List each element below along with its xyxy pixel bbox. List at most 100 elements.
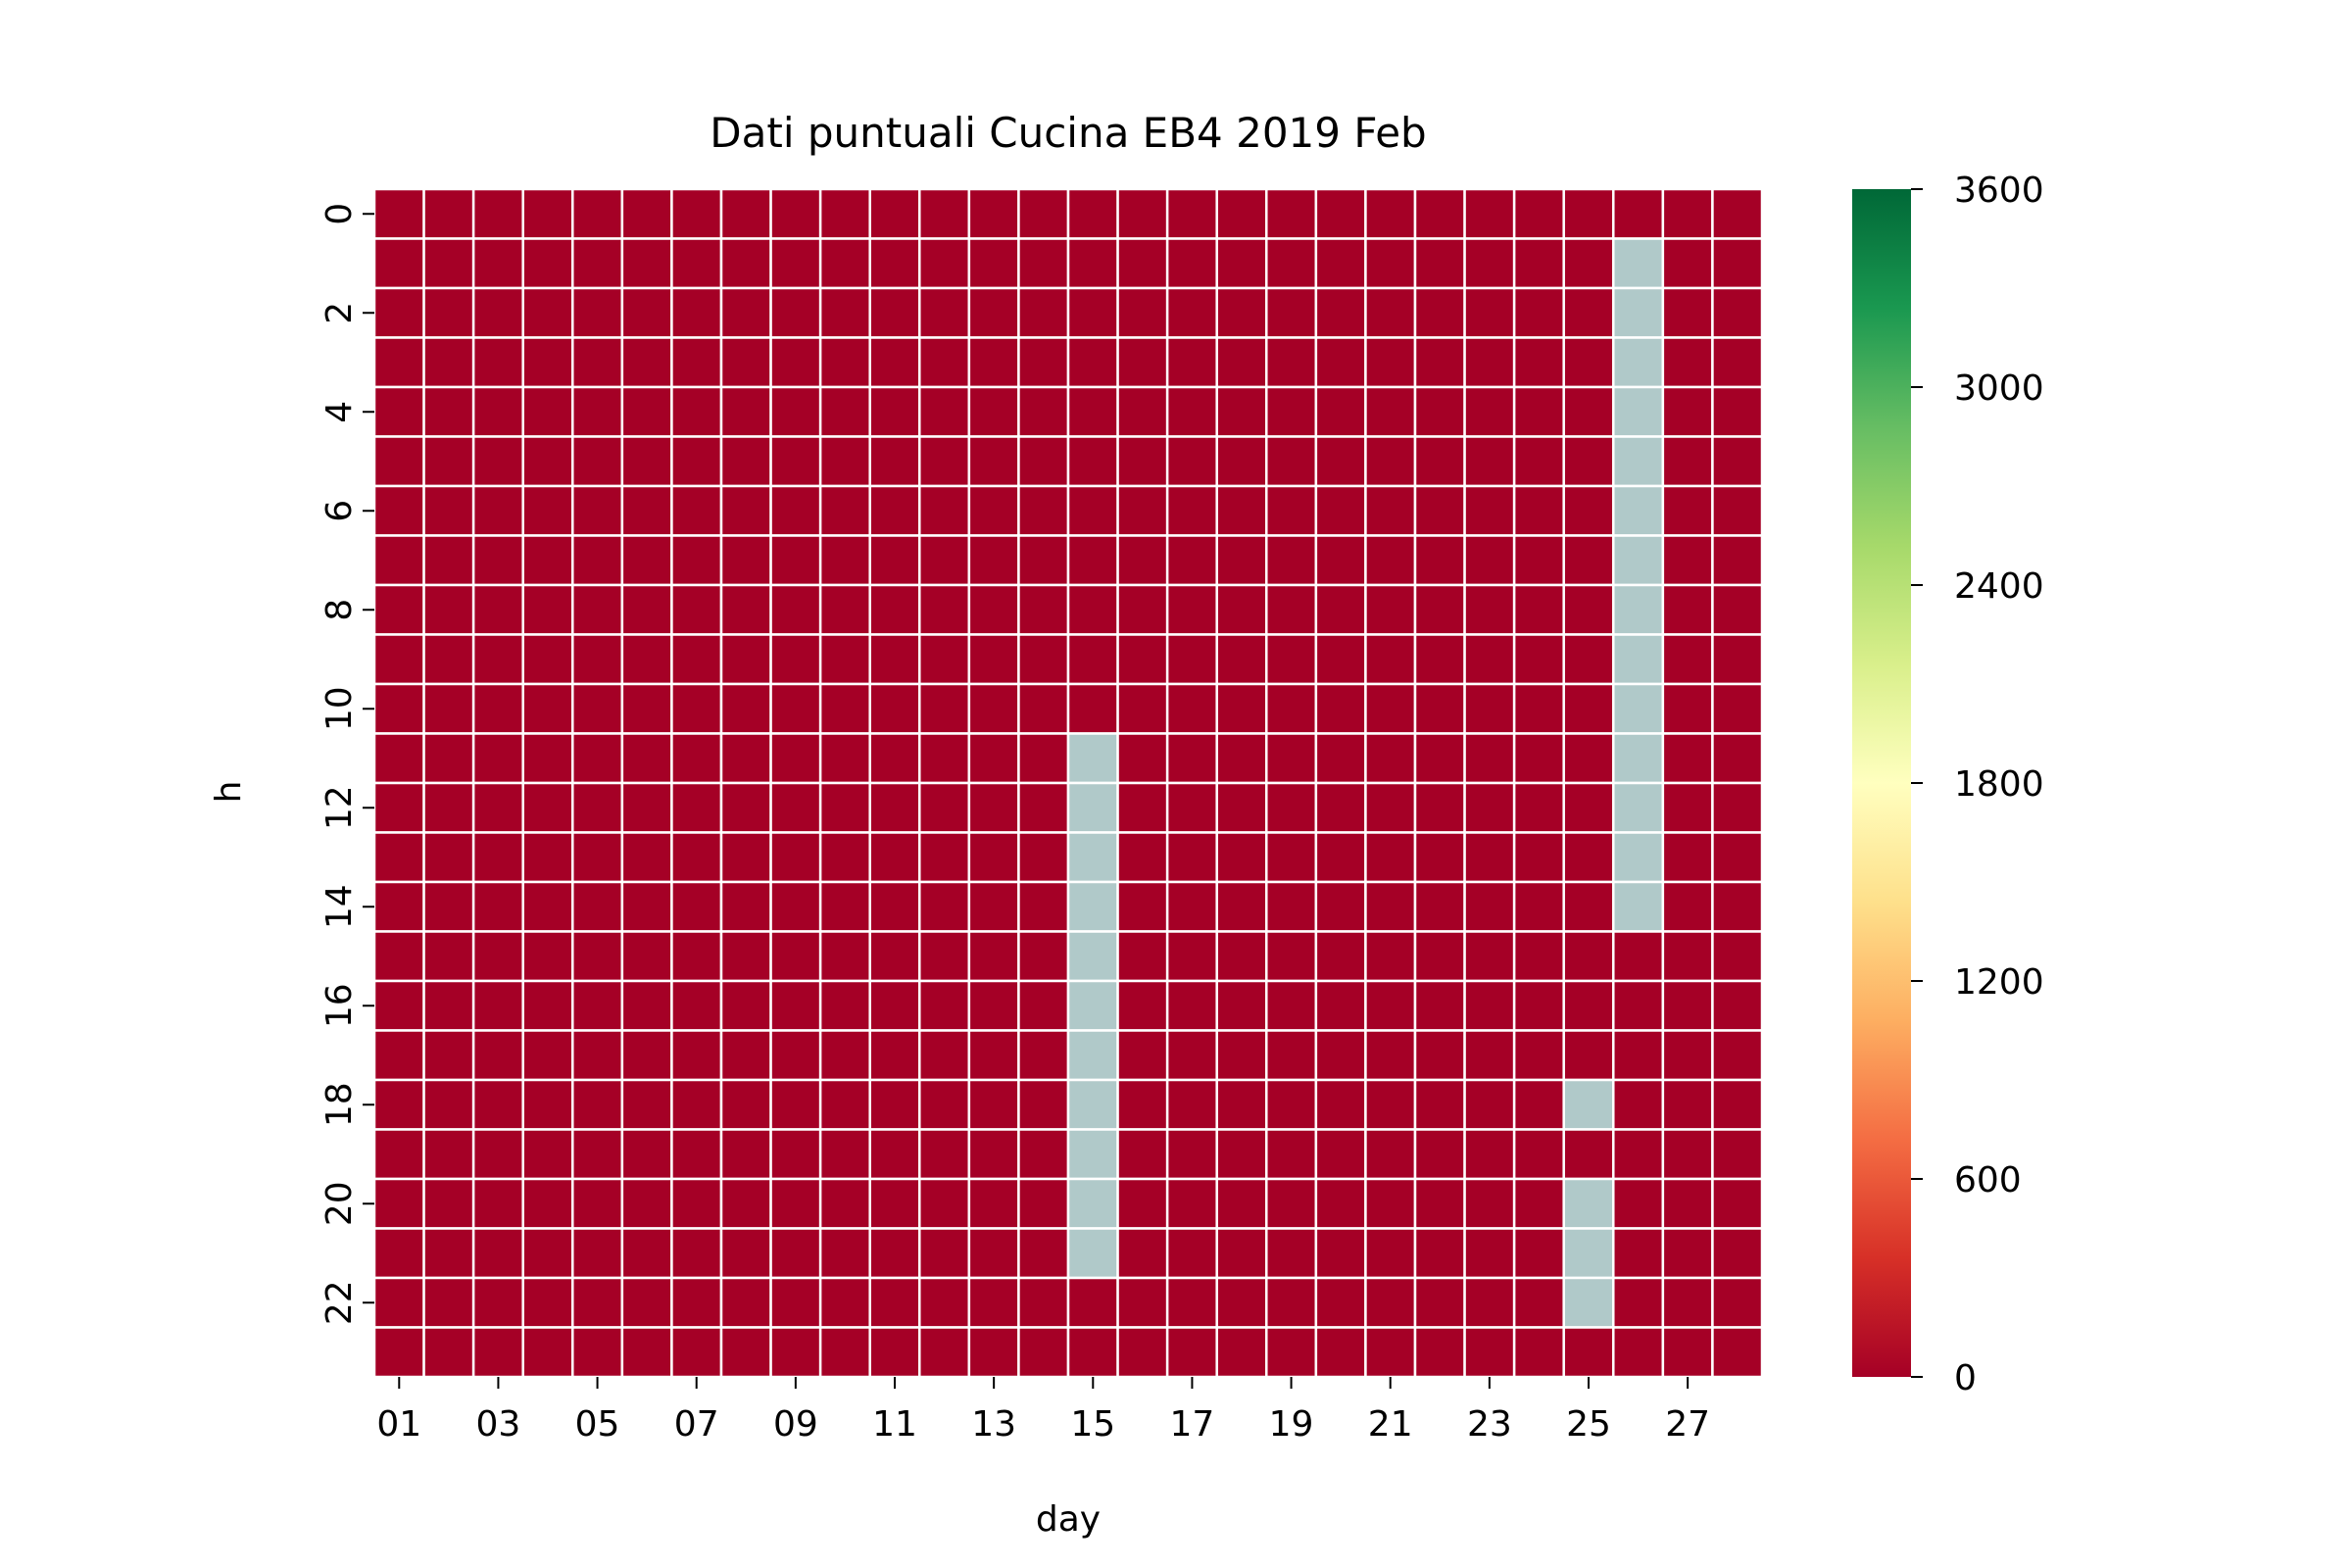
heatmap-cell xyxy=(1364,534,1417,587)
heatmap-cell xyxy=(918,1177,971,1230)
heatmap-cell xyxy=(868,1128,921,1181)
heatmap-cell xyxy=(1661,1177,1714,1230)
heatmap-cell xyxy=(521,1029,574,1082)
heatmap-cell xyxy=(571,435,624,488)
heatmap-cell xyxy=(868,1276,921,1329)
heatmap-cell xyxy=(769,633,822,686)
heatmap-cell xyxy=(1612,930,1665,983)
heatmap-cell xyxy=(868,930,921,983)
heatmap-cell xyxy=(1314,1177,1367,1230)
heatmap-cell xyxy=(1512,781,1565,834)
heatmap-cell xyxy=(1413,1078,1466,1131)
heatmap-cell xyxy=(670,979,723,1032)
heatmap-cell-missing xyxy=(1066,781,1119,834)
x-tick-label: 09 xyxy=(773,1404,818,1445)
heatmap-cell xyxy=(1711,880,1764,933)
heatmap-cell xyxy=(769,1177,822,1230)
heatmap-cell xyxy=(1661,880,1714,933)
colorbar-tick-label: 3600 xyxy=(1954,171,2044,211)
heatmap-cell xyxy=(1066,385,1119,438)
heatmap-cell xyxy=(471,1078,524,1131)
heatmap-cell xyxy=(422,930,475,983)
heatmap-cell xyxy=(967,1177,1020,1230)
heatmap-cell xyxy=(1314,979,1367,1032)
heatmap-cell xyxy=(471,1276,524,1329)
heatmap-cell xyxy=(1661,385,1714,438)
heatmap-cell xyxy=(1066,237,1119,290)
heatmap-cell xyxy=(1463,1276,1516,1329)
heatmap-cell xyxy=(1017,534,1070,587)
heatmap-cell xyxy=(1612,1227,1665,1280)
heatmap-cell xyxy=(1512,435,1565,488)
heatmap-cell xyxy=(1463,385,1516,438)
heatmap-cell xyxy=(1562,633,1615,686)
heatmap-cell xyxy=(620,1029,673,1082)
heatmap-cell xyxy=(1265,336,1318,389)
heatmap-cell xyxy=(471,435,524,488)
heatmap-cell xyxy=(719,1177,772,1230)
heatmap-cell xyxy=(1165,831,1218,884)
heatmap-cell xyxy=(719,1128,772,1181)
heatmap-cell xyxy=(1364,1029,1417,1082)
heatmap-cell xyxy=(719,336,772,389)
heatmap-cell xyxy=(1017,831,1070,884)
y-tick-label: 16 xyxy=(319,983,360,1028)
heatmap-cell xyxy=(1512,1276,1565,1329)
heatmap-cell xyxy=(1364,732,1417,785)
heatmap-cell xyxy=(967,286,1020,339)
heatmap-cell xyxy=(918,237,971,290)
heatmap-cell xyxy=(1314,781,1367,834)
heatmap-cell xyxy=(818,732,871,785)
heatmap-cell xyxy=(620,336,673,389)
heatmap-cell xyxy=(1215,1227,1268,1280)
heatmap-cell xyxy=(918,1326,971,1379)
heatmap-cell xyxy=(521,781,574,834)
heatmap-cell xyxy=(1116,1276,1169,1329)
heatmap-cell xyxy=(1562,237,1615,290)
heatmap-cell xyxy=(1017,484,1070,537)
heatmap-cell xyxy=(1314,336,1367,389)
heatmap-cell xyxy=(918,286,971,339)
heatmap-cell xyxy=(620,237,673,290)
heatmap-cell xyxy=(818,237,871,290)
heatmap-cell xyxy=(521,633,574,686)
heatmap-cell xyxy=(1364,484,1417,537)
heatmap-cell xyxy=(521,385,574,438)
heatmap-cell xyxy=(1364,187,1417,240)
heatmap-cell-missing xyxy=(1612,336,1665,389)
heatmap-cell xyxy=(521,732,574,785)
heatmap-cell xyxy=(918,1029,971,1082)
heatmap-cell xyxy=(918,484,971,537)
heatmap-cell xyxy=(1661,979,1714,1032)
heatmap-cell xyxy=(471,1326,524,1379)
heatmap-cell xyxy=(1215,930,1268,983)
heatmap-cell xyxy=(1512,1078,1565,1131)
heatmap-cell xyxy=(1661,781,1714,834)
heatmap-cell xyxy=(620,187,673,240)
heatmap-cell xyxy=(1215,633,1268,686)
heatmap-cell xyxy=(1512,286,1565,339)
heatmap-cell xyxy=(818,979,871,1032)
heatmap-cell xyxy=(868,880,921,933)
heatmap-cell xyxy=(868,336,921,389)
heatmap-cell xyxy=(620,286,673,339)
heatmap-cell-missing xyxy=(1066,1078,1119,1131)
heatmap-cell xyxy=(1364,336,1417,389)
colorbar-tick-label: 1800 xyxy=(1954,764,2044,805)
heatmap-cell xyxy=(571,336,624,389)
heatmap-cell xyxy=(1116,484,1169,537)
heatmap-cell xyxy=(719,682,772,735)
heatmap-cell xyxy=(1612,1029,1665,1082)
heatmap-cell xyxy=(1265,1227,1318,1280)
heatmap-cell xyxy=(868,385,921,438)
heatmap-cell xyxy=(1711,831,1764,884)
heatmap-cell xyxy=(1066,534,1119,587)
heatmap-cell xyxy=(1314,1276,1367,1329)
heatmap-cell xyxy=(471,880,524,933)
heatmap-cell xyxy=(1512,1227,1565,1280)
heatmap-cell xyxy=(1711,781,1764,834)
heatmap-cell xyxy=(1017,781,1070,834)
heatmap-cell xyxy=(1661,237,1714,290)
heatmap-cell xyxy=(372,1128,425,1181)
heatmap-cell xyxy=(471,633,524,686)
